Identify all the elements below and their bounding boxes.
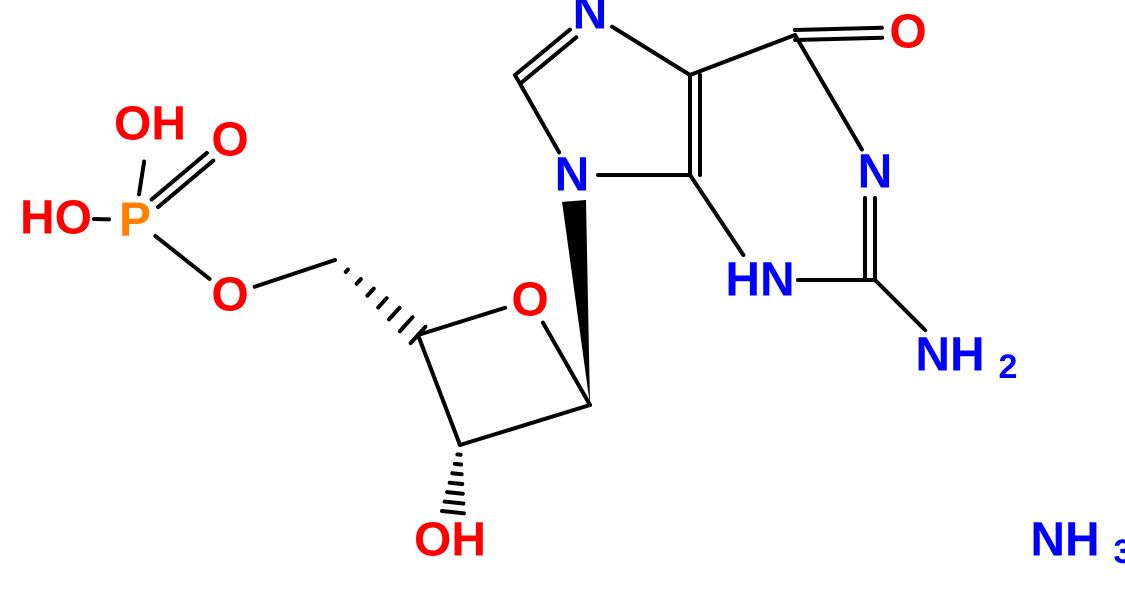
atom-label-NH2: NH [915, 329, 984, 382]
atom-label-O3: O [511, 274, 548, 327]
atom-label-OH3: OH [414, 514, 486, 567]
atom-label-O1: O [211, 114, 248, 167]
atom-label-NH3: NH [1030, 514, 1099, 567]
atom-label-O4L: O [889, 6, 926, 59]
atom-label-OH2: HO [20, 192, 92, 245]
atom-label-OH1: OH [114, 98, 186, 151]
atom-sub-NH2: 2 [999, 348, 1018, 386]
atom-label-N1: N [555, 149, 590, 202]
atom-sub-NH3: 3 [1114, 533, 1125, 571]
molecule-diagram: P O OH HO O O OH N N HN N O NH NH 2 3 [0, 0, 1125, 600]
atom-label-O2: O [211, 269, 248, 322]
atom-label-P: P [119, 194, 151, 247]
atom-label-N2: N [573, 0, 608, 40]
atom-label-NH: HN [725, 254, 794, 307]
atom-label-N3: N [858, 146, 893, 199]
